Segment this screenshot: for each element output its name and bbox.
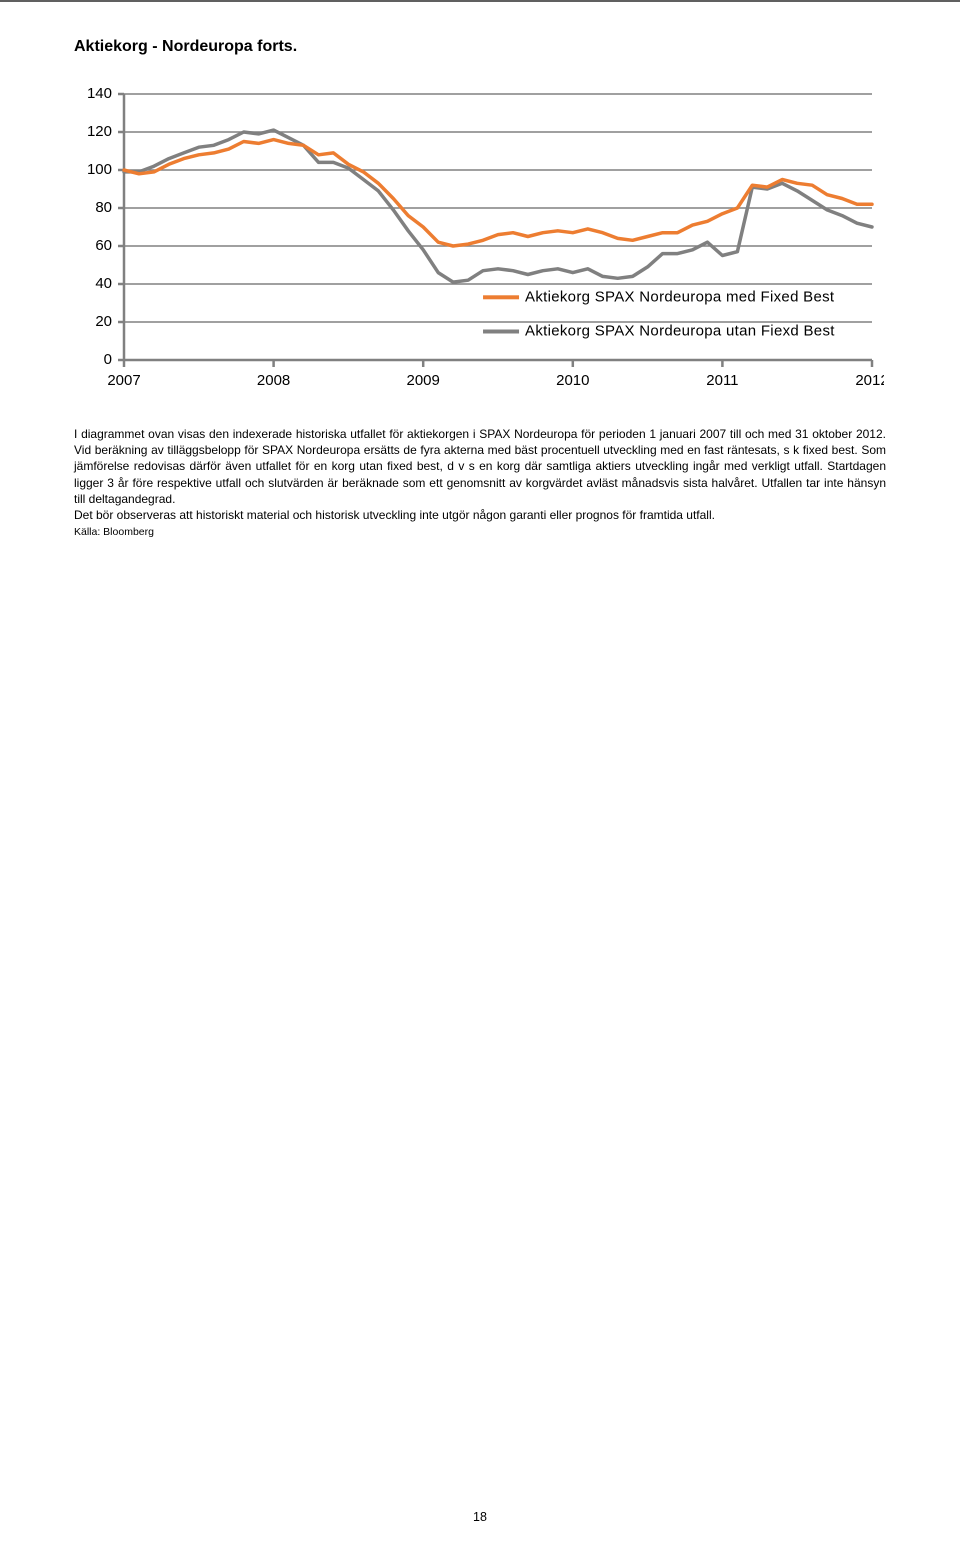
chart-svg: 0 20 40 60 80 100 120 140 2007 2008 2009 2010 2011 20… bbox=[74, 82, 884, 412]
page-number: 18 bbox=[0, 1510, 960, 1524]
svg-text:2008: 2008 bbox=[257, 372, 290, 389]
source-line: Källa: Bloomberg bbox=[74, 525, 886, 539]
svg-text:40: 40 bbox=[95, 275, 112, 292]
svg-text:60: 60 bbox=[95, 237, 112, 254]
svg-text:0: 0 bbox=[104, 351, 112, 368]
svg-text:120: 120 bbox=[87, 123, 112, 140]
svg-text:2007: 2007 bbox=[107, 372, 140, 389]
paragraph-2: Det bör observeras att historiskt materi… bbox=[74, 507, 886, 523]
svg-text:Aktiekorg SPAX Nordeuropa med: Aktiekorg SPAX Nordeuropa med Fixed Best bbox=[525, 288, 835, 305]
svg-text:80: 80 bbox=[95, 199, 112, 216]
page-title: Aktiekorg - Nordeuropa forts. bbox=[74, 38, 886, 56]
body-text: I diagrammet ovan visas den indexerade h… bbox=[74, 426, 886, 539]
svg-text:20: 20 bbox=[95, 313, 112, 330]
paragraph-1: I diagrammet ovan visas den indexerade h… bbox=[74, 426, 886, 507]
svg-text:2010: 2010 bbox=[556, 372, 589, 389]
svg-text:2011: 2011 bbox=[706, 372, 738, 389]
svg-text:2009: 2009 bbox=[407, 372, 440, 389]
svg-text:Aktiekorg SPAX Nordeuropa utan: Aktiekorg SPAX Nordeuropa utan Fiexd Bes… bbox=[525, 322, 835, 339]
svg-text:140: 140 bbox=[87, 85, 112, 102]
svg-text:100: 100 bbox=[87, 161, 112, 178]
svg-text:2012: 2012 bbox=[855, 372, 884, 389]
line-chart: 0 20 40 60 80 100 120 140 2007 2008 2009 2010 2011 20… bbox=[74, 82, 884, 412]
document-page: Aktiekorg - Nordeuropa forts. 0 20 40 60 80 1… bbox=[0, 0, 960, 1548]
